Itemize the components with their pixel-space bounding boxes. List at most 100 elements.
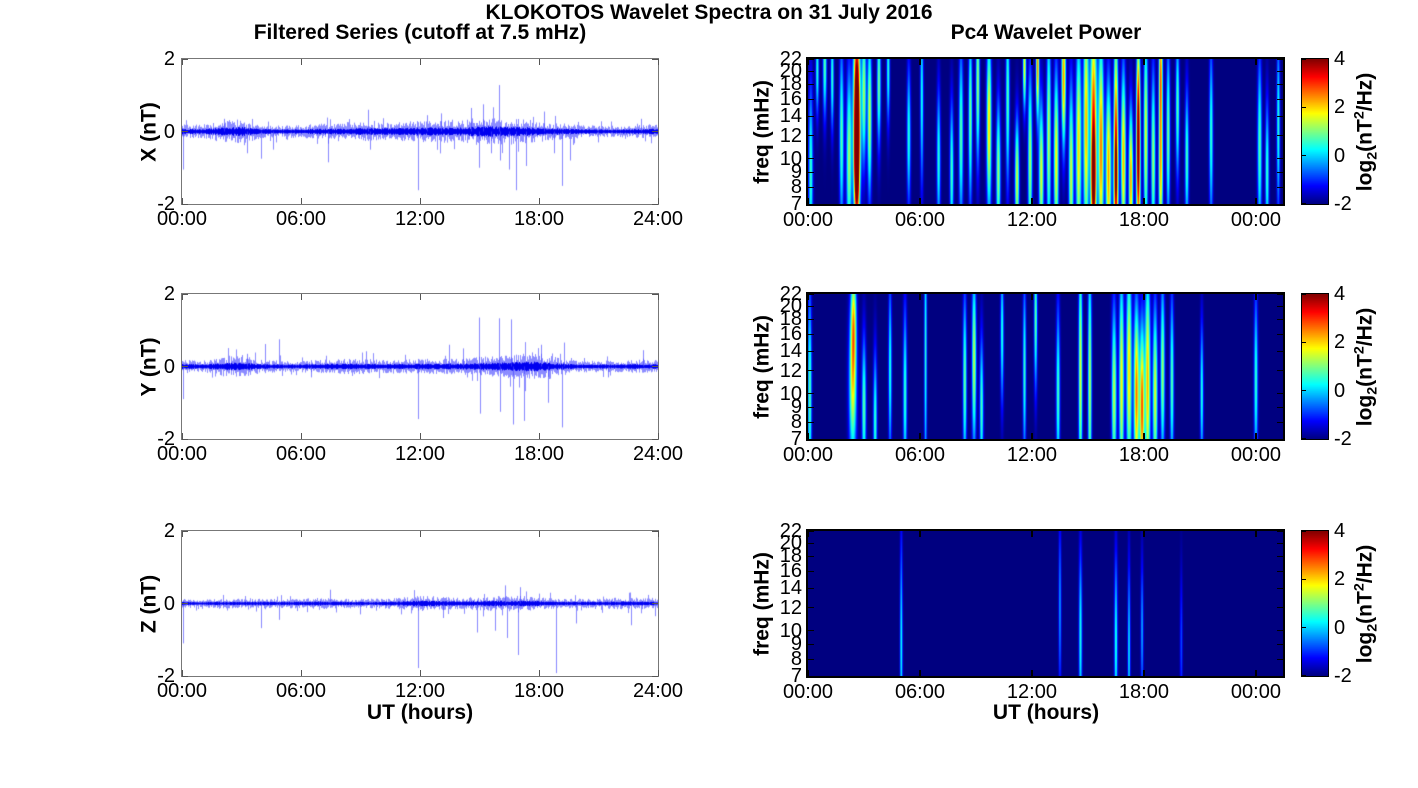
x-tick-mark	[1143, 670, 1145, 676]
colorbar-tick-label: 0	[1334, 379, 1346, 402]
freq-tick-mark	[808, 406, 814, 408]
y-tick-label: 2	[163, 283, 175, 305]
x-tick-mark-top	[181, 531, 183, 537]
freq-tick-label: 16	[779, 560, 802, 583]
colorbar-label-part: log	[1353, 159, 1377, 191]
colorbar-tick-label: -2	[1334, 428, 1352, 450]
x-tick-label: 12:00	[394, 680, 446, 702]
freq-tick-label: 22	[779, 283, 802, 305]
freq-tick-mark-right	[1277, 542, 1283, 544]
freq-tick-mark	[808, 350, 814, 352]
freq-tick-mark-right	[1277, 83, 1283, 85]
freq-tick-mark-right	[1277, 370, 1283, 372]
x-tick-label: 06:00	[894, 681, 945, 703]
spectrogram-x-panel: 00:00 06:00 12:00 18:00 00:00 22 20 18 16 14 12 10 9…	[751, 49, 1285, 230]
freq-tick-label: 8	[790, 648, 802, 671]
freq-tick-mark	[808, 158, 814, 160]
y-tick-mark-right	[652, 366, 658, 367]
y-tick-mark-right	[652, 293, 658, 295]
freq-tick-mark-right	[1277, 318, 1283, 320]
colorbar-label-part: /Hz)	[1353, 544, 1377, 583]
x-tick-mark	[181, 198, 183, 204]
freq-tick-mark-right	[1277, 333, 1283, 335]
x-tick-label: 18:00	[513, 208, 565, 230]
colorbar-label-part: 2	[1351, 345, 1368, 354]
x-tick-mark-top	[919, 294, 921, 300]
colorbar-tick-mark	[1302, 627, 1306, 629]
x-tick-mark	[919, 198, 921, 204]
right-x-axis-label: UT (hours)	[992, 701, 1100, 724]
colorbar-label-part: log	[1353, 394, 1377, 426]
x-tick-mark-top	[1255, 294, 1257, 300]
y-tick-mark-right	[652, 131, 658, 132]
y-tick-mark-right	[652, 675, 658, 677]
wav-z-canvas	[808, 531, 1283, 676]
x-tick-mark	[181, 670, 183, 676]
y-tick-label: 0	[163, 355, 175, 378]
x-tick-mark-top	[181, 59, 183, 65]
freq-tick-mark	[808, 370, 814, 372]
figure-title: KLOKOTOS Wavelet Spectra on 31 July 2016	[485, 1, 933, 24]
y-tick-mark	[182, 438, 188, 440]
y-tick-mark	[182, 366, 188, 367]
colorbar-tick-mark	[1302, 155, 1306, 157]
x-tick-mark-top	[300, 59, 302, 65]
wav-x-canvas	[808, 59, 1283, 204]
x-tick-mark-top	[419, 531, 421, 537]
colorbar-tick-mark	[1302, 341, 1306, 343]
x-tick-mark-top	[657, 294, 659, 300]
freq-tick-label: 10	[779, 147, 802, 170]
freq-tick-mark	[808, 658, 814, 660]
colorbar-tick-label: -2	[1334, 665, 1352, 687]
freq-tick-mark-right	[1277, 421, 1283, 423]
freq-tick-mark	[808, 587, 814, 589]
freq-tick-label: 16	[779, 323, 802, 346]
colorbar-label-part: 2	[1364, 151, 1381, 160]
y-tick-mark	[182, 603, 188, 604]
x-tick-label: 06:00	[894, 209, 945, 231]
y-tick-mark-right	[652, 58, 658, 60]
x-tick-label: 00:00	[156, 443, 208, 465]
x-tick-mark-top	[1143, 59, 1145, 65]
freq-tick-mark-right	[1277, 607, 1283, 609]
colorbar-tick-mark	[1302, 438, 1306, 439]
x-tick-mark	[1255, 198, 1257, 204]
freq-tick-mark	[808, 171, 814, 173]
freq-tick-mark	[808, 58, 814, 60]
y-tick-mark	[182, 203, 188, 205]
y-tick-label: -2	[157, 428, 175, 450]
colorbar-tick-label: 4	[1334, 283, 1346, 305]
colorbar-tick-label: 4	[1334, 48, 1346, 70]
freq-tick-label: 18	[779, 73, 802, 96]
freq-tick-mark-right	[1277, 135, 1283, 137]
colorbar-label-part: 2	[1351, 582, 1368, 591]
colorbar-tick-mark	[1302, 294, 1306, 295]
x-tick-mark	[300, 433, 302, 439]
x-tick-mark	[538, 198, 540, 204]
x-tick-label: 12:00	[1006, 209, 1057, 231]
x-tick-mark	[1255, 433, 1257, 439]
freq-tick-label: 20	[779, 532, 802, 555]
freq-tick-mark	[808, 293, 814, 295]
freq-tick-label: 8	[790, 411, 802, 434]
colorbar-label-part: (nT	[1353, 353, 1377, 387]
y-tick-mark-right	[652, 530, 658, 532]
x-tick-mark	[538, 433, 540, 439]
colorbar-axis-label: log2(nT2/Hz)	[1351, 307, 1380, 426]
x-tick-label: 00:00	[1230, 444, 1281, 466]
right-column-title: Pc4 Wavelet Power	[950, 21, 1142, 44]
y-tick-mark	[182, 675, 188, 677]
x-tick-label: 00:00	[1230, 681, 1281, 703]
x-tick-mark	[538, 670, 540, 676]
freq-tick-mark-right	[1277, 98, 1283, 100]
x-tick-mark	[1031, 198, 1033, 204]
x-tick-label: 06:00	[275, 208, 327, 230]
colorbar-canvas	[1302, 59, 1328, 204]
freq-tick-mark-right	[1277, 406, 1283, 408]
x-tick-label: 12:00	[1006, 681, 1057, 703]
x-tick-mark-top	[300, 294, 302, 300]
x-tick-mark-top	[919, 59, 921, 65]
freq-tick-mark-right	[1277, 438, 1283, 440]
freq-tick-mark-right	[1277, 305, 1283, 307]
freq-tick-label: 12	[779, 124, 802, 147]
